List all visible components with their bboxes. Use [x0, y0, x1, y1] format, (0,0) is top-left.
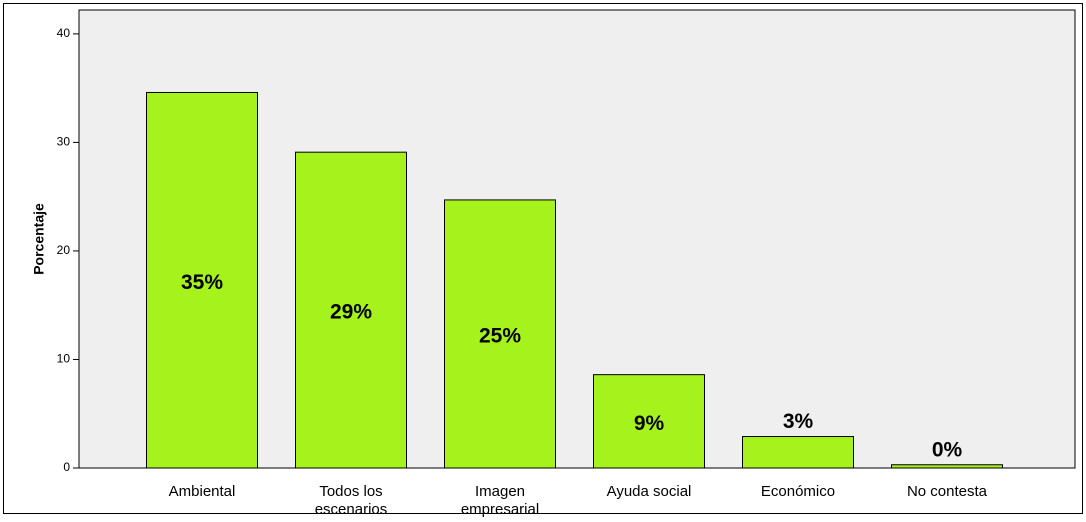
- data-label: 0%: [932, 438, 963, 461]
- y-tick-label: 30: [57, 135, 71, 149]
- x-category-label: Imagen empresarial: [461, 483, 539, 517]
- bar: [295, 151, 407, 469]
- data-label: 25%: [479, 325, 521, 348]
- y-tick-label: 0: [63, 460, 70, 474]
- y-axis-label: Porcentaje: [31, 203, 47, 275]
- y-tick-label: 40: [57, 26, 71, 40]
- bar: [146, 91, 258, 469]
- bars-group: [146, 91, 1003, 469]
- bar: [593, 374, 705, 469]
- data-labels-group: 35% 29% 25% 9% 3% 0%: [181, 271, 963, 462]
- x-category-label: Todos los escenarios: [315, 483, 388, 517]
- y-tick-label: 20: [57, 243, 71, 257]
- x-category-label: No contesta: [907, 483, 988, 500]
- data-label: 35%: [181, 271, 223, 294]
- bar: [742, 436, 854, 469]
- data-label: 3%: [783, 410, 814, 433]
- x-category-label: Económico: [761, 483, 835, 500]
- data-label: 29%: [330, 301, 372, 324]
- y-tick-label: 10: [57, 352, 71, 366]
- bar: [444, 199, 556, 469]
- x-category-label: Ayuda social: [607, 483, 692, 500]
- bar: [891, 464, 1003, 469]
- x-category-label: Ambiental: [169, 483, 236, 500]
- x-axis-labels: Ambiental Todos los escenarios Imagen empres…: [169, 483, 988, 518]
- y-axis: 0 10 20 30 40: [57, 26, 79, 474]
- data-label: 9%: [634, 412, 665, 435]
